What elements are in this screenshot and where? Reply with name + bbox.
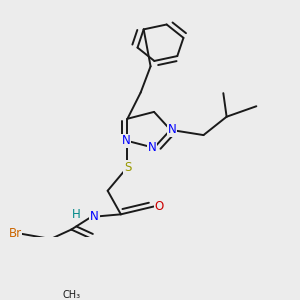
Text: N: N xyxy=(168,123,176,136)
Text: N: N xyxy=(148,141,157,154)
Text: S: S xyxy=(124,160,131,174)
Text: Br: Br xyxy=(8,227,22,240)
Text: H: H xyxy=(72,208,81,221)
Text: N: N xyxy=(122,134,130,147)
Text: CH₃: CH₃ xyxy=(62,290,80,300)
Text: O: O xyxy=(154,200,164,213)
Text: N: N xyxy=(90,211,99,224)
